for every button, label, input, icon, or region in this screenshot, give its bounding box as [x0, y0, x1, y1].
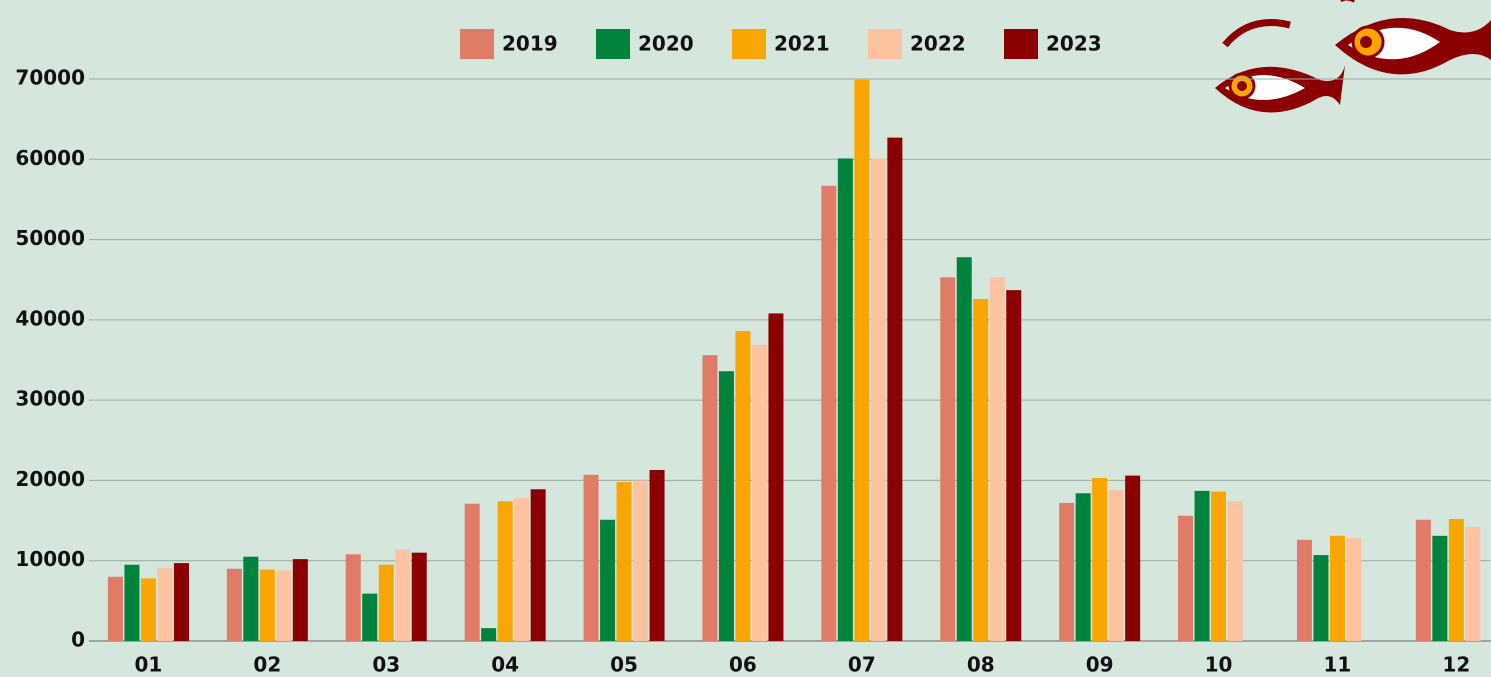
- bar: [617, 482, 632, 641]
- bar: [293, 559, 308, 641]
- x-tick-label: 06: [729, 653, 757, 677]
- x-tick-label: 03: [372, 653, 400, 677]
- bar: [412, 553, 427, 641]
- x-tick-label: 12: [1442, 653, 1470, 677]
- x-tick-label: 07: [848, 653, 876, 677]
- bar: [157, 568, 172, 641]
- y-tick-label: 10000: [15, 547, 85, 571]
- y-tick-label: 40000: [15, 306, 85, 330]
- y-tick-label: 0: [71, 628, 85, 652]
- bar: [702, 355, 717, 641]
- legend-swatch: [596, 29, 630, 59]
- bar: [1465, 527, 1480, 641]
- bar: [1076, 493, 1091, 641]
- bar: [531, 489, 546, 641]
- bar: [735, 331, 750, 641]
- y-tick-label: 30000: [15, 387, 85, 411]
- chart: 0 10000 20000 30000 40000 50000 60000 70000 2019…: [0, 0, 1491, 677]
- legend-label: 2023: [1046, 32, 1102, 56]
- bar: [1195, 491, 1210, 641]
- x-tick-label: 10: [1205, 653, 1233, 677]
- bar: [650, 470, 665, 641]
- bar: [465, 504, 480, 641]
- bar: [821, 186, 836, 641]
- bar: [584, 475, 599, 641]
- bar: [854, 80, 869, 641]
- legend-label: 2022: [910, 32, 966, 56]
- legend-swatch: [868, 29, 902, 59]
- bar: [498, 501, 513, 641]
- bar: [514, 498, 529, 641]
- bar: [1059, 503, 1074, 641]
- bar: [768, 313, 783, 641]
- bar: [838, 158, 853, 641]
- bar: [227, 569, 242, 641]
- x-tick-label: 11: [1324, 653, 1352, 677]
- y-tick-label: 50000: [15, 226, 85, 250]
- bar: [887, 138, 902, 641]
- legend-label: 2020: [638, 32, 694, 56]
- y-tick-label: 60000: [15, 146, 85, 170]
- bar: [379, 565, 394, 641]
- x-tick-label: 01: [135, 653, 163, 677]
- bar: [174, 563, 189, 641]
- x-tick-label: 04: [491, 653, 519, 677]
- bar: [141, 578, 156, 641]
- bar: [633, 480, 648, 641]
- bar: [1432, 536, 1447, 641]
- bar: [124, 565, 139, 641]
- y-tick-label: 70000: [15, 66, 85, 90]
- bar: [362, 594, 377, 641]
- legend-swatch: [1004, 29, 1038, 59]
- bar: [719, 371, 734, 641]
- bar: [1297, 540, 1312, 641]
- bar: [243, 557, 258, 641]
- bar: [940, 277, 955, 641]
- legend-swatch: [732, 29, 766, 59]
- bar: [1178, 516, 1193, 641]
- bar: [600, 520, 615, 641]
- y-tick-label: 20000: [15, 467, 85, 491]
- bar: [1211, 492, 1226, 641]
- bar: [1330, 536, 1345, 641]
- bar: [108, 577, 123, 641]
- bar: [1346, 538, 1361, 641]
- bar: [1125, 476, 1140, 641]
- x-tick-label: 08: [967, 653, 995, 677]
- page: 0 10000 20000 30000 40000 50000 60000 70000 2019…: [0, 0, 1491, 677]
- bar: [1006, 290, 1021, 641]
- bar: [1092, 478, 1107, 641]
- bar: [973, 299, 988, 641]
- legend-label: 2021: [774, 32, 830, 56]
- bar: [957, 257, 972, 641]
- bar: [871, 158, 886, 641]
- bar: [1109, 490, 1124, 641]
- bar: [1313, 555, 1328, 641]
- bar: [276, 570, 291, 641]
- legend-swatch: [460, 29, 494, 59]
- bar: [1449, 519, 1464, 641]
- bar: [1416, 520, 1431, 641]
- bar: [990, 277, 1005, 641]
- x-tick-label: 02: [253, 653, 281, 677]
- legend-label: 2019: [502, 32, 558, 56]
- x-tick-label: 05: [610, 653, 638, 677]
- bar: [346, 554, 361, 641]
- x-tick-label: 09: [1086, 653, 1114, 677]
- bar: [260, 570, 275, 641]
- bar: [752, 345, 767, 641]
- bar: [481, 628, 496, 641]
- bar: [1228, 501, 1243, 641]
- bar: [395, 549, 410, 641]
